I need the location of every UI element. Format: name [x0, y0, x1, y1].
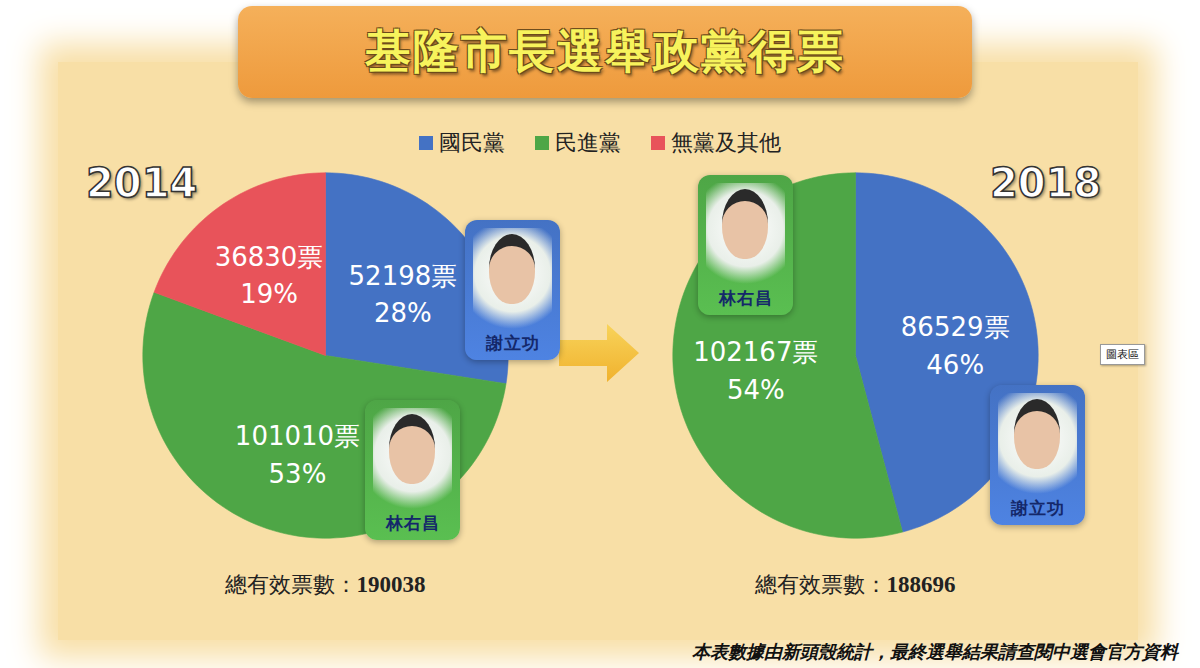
html-text:無黨及其他: 無黨及其他 [671, 130, 781, 155]
html-text:林右昌: 林右昌 [718, 288, 773, 308]
html-text:總有效票數：190038: 總有效票數：190038 [224, 572, 426, 597]
svg-text:52198票28%: 52198票28% [349, 261, 458, 329]
svg-text:86529票46%: 86529票46% [901, 312, 1010, 380]
html-text:民進黨: 民進黨 [555, 130, 621, 155]
html-text:圖表區: 圖表區 [1106, 348, 1139, 361]
html-text:總有效票數：188696: 總有效票數：188696 [754, 572, 956, 597]
html-text:2014: 2014 [86, 160, 198, 206]
html-text:謝立功: 謝立功 [1010, 498, 1065, 518]
svg-text:102167票54%: 102167票54% [693, 337, 818, 405]
svg-text:101010票53%: 101010票53% [235, 421, 360, 489]
html-text:林右昌: 林右昌 [385, 513, 440, 533]
svg-text:36830票19%: 36830票19% [215, 242, 324, 310]
html-text:國民黨: 國民黨 [439, 130, 505, 155]
html-text:謝立功: 謝立功 [485, 333, 540, 353]
html-text:2018: 2018 [990, 160, 1102, 206]
html-text:基隆市長選舉政黨得票: 基隆市長選舉政黨得票 [365, 24, 845, 78]
html-text:本表數據由新頭殼統計，最終選舉結果請查閱中選會官方資料: 本表數據由新頭殼統計，最終選舉結果請查閱中選會官方資料 [692, 641, 1178, 662]
